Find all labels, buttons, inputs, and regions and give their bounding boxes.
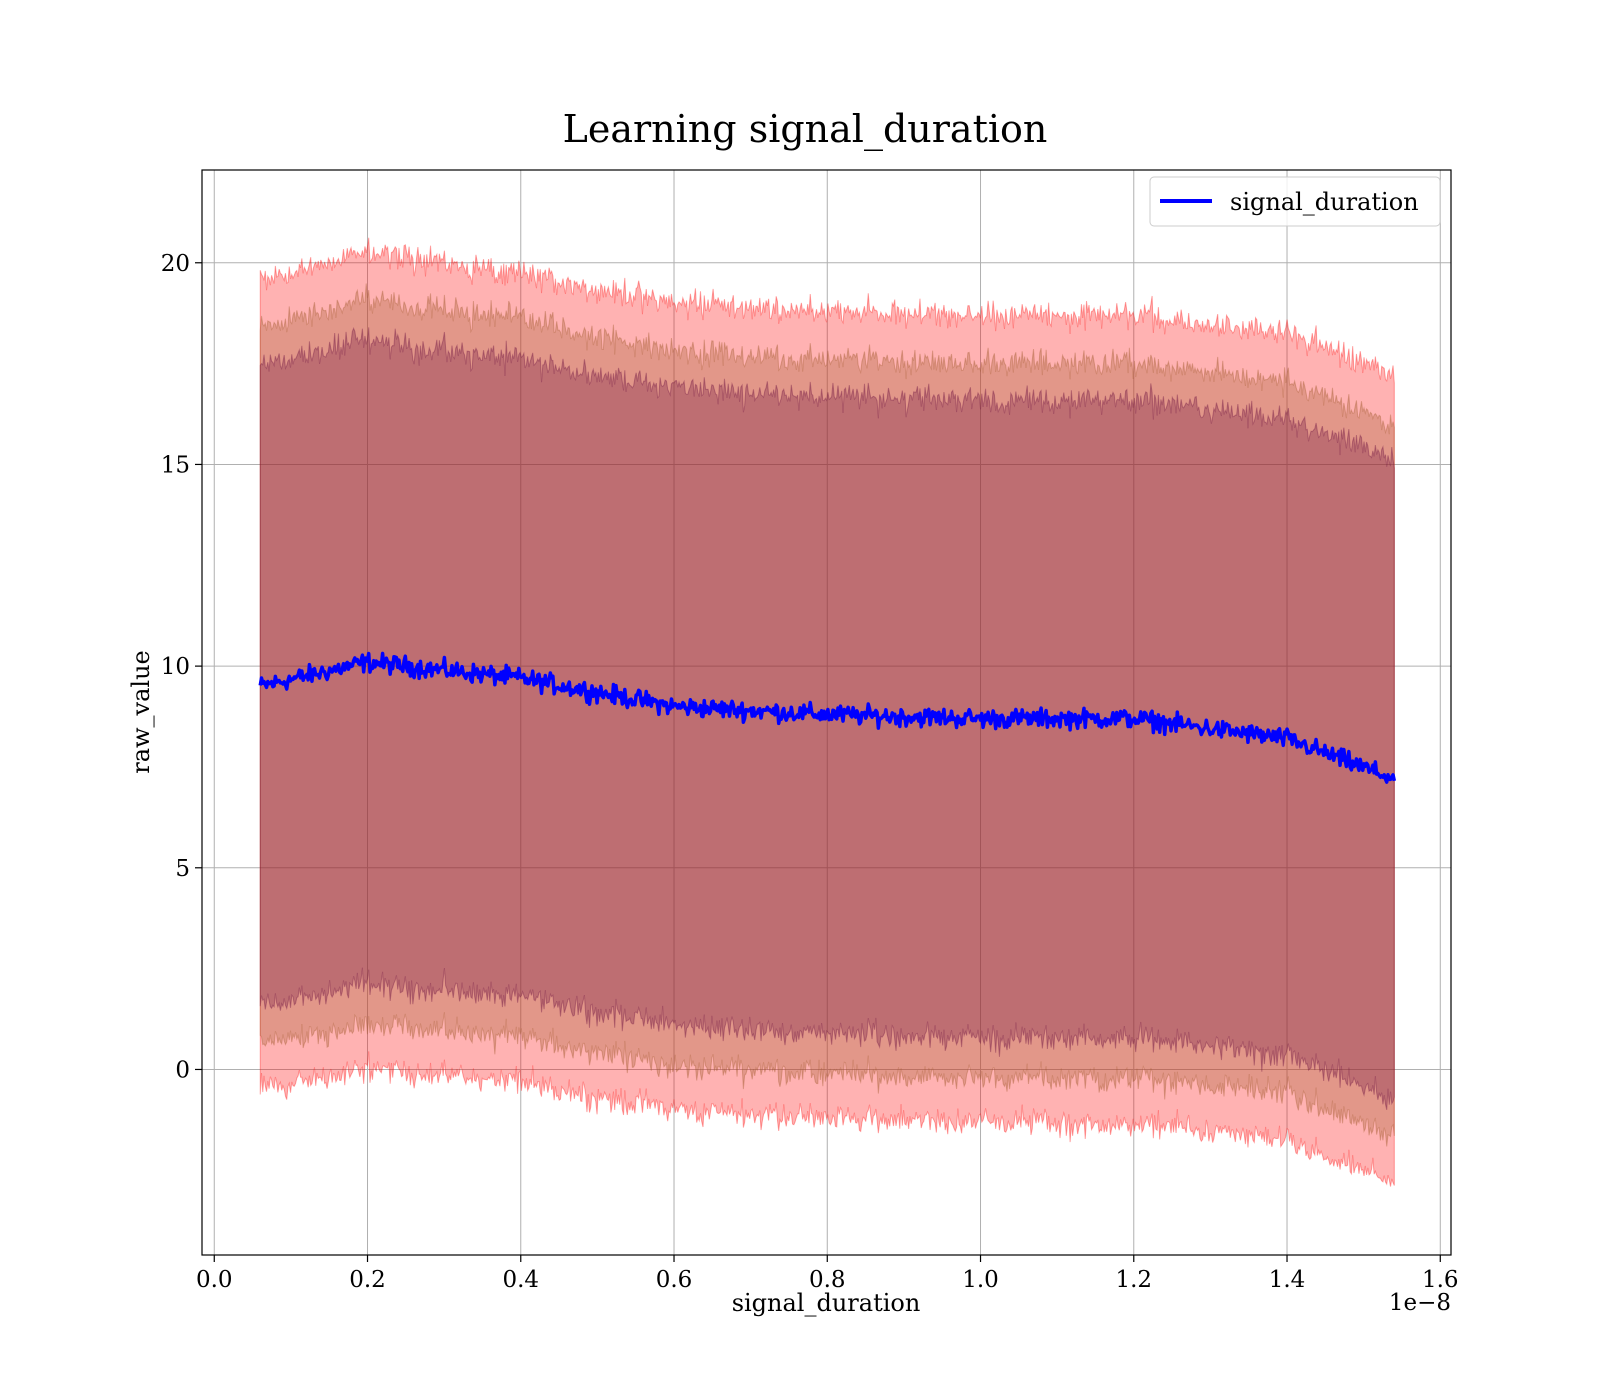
x-axis: 0.0 0.2 0.4 0.6 0.8 1.0 1.2 1.4 1.6: [196, 1255, 1459, 1293]
x-tick-label: 0.2: [349, 1267, 386, 1293]
legend-label: signal_duration: [1230, 188, 1419, 216]
y-axis: 0 5 10 15 20: [161, 251, 202, 1083]
chart-title: Learning signal_duration: [563, 107, 1048, 152]
x-tick-label: 0.8: [809, 1267, 846, 1293]
x-axis-label: signal_duration: [732, 1289, 921, 1317]
x-axis-offset-text: 1e−8: [1389, 1290, 1451, 1316]
x-tick-label: 1.0: [962, 1267, 999, 1293]
x-tick-label: 0.0: [196, 1267, 233, 1293]
legend: signal_duration: [1149, 176, 1441, 227]
x-tick-label: 1.2: [1115, 1267, 1152, 1293]
y-axis-label: raw_value: [127, 650, 155, 774]
x-tick-label: 1.6: [1422, 1267, 1459, 1293]
legend-box: [1149, 176, 1441, 227]
plot-frame: [201, 169, 1452, 1256]
y-tick-label: 5: [175, 856, 190, 882]
x-tick-label: 0.6: [656, 1267, 693, 1293]
y-tick-label: 15: [161, 452, 190, 478]
series-line-signal-duration: [258, 651, 1397, 784]
y-tick-label: 10: [161, 654, 190, 680]
y-tick-label: 0: [175, 1057, 190, 1083]
y-tick-label: 20: [161, 251, 190, 277]
x-tick-label: 0.4: [502, 1267, 539, 1293]
x-tick-label: 1.4: [1269, 1267, 1306, 1293]
mean-series: [258, 651, 1397, 784]
